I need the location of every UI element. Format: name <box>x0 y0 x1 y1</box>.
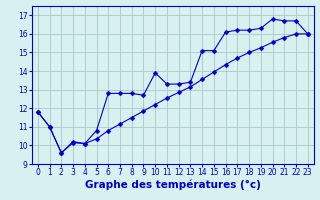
X-axis label: Graphe des températures (°c): Graphe des températures (°c) <box>85 180 261 190</box>
